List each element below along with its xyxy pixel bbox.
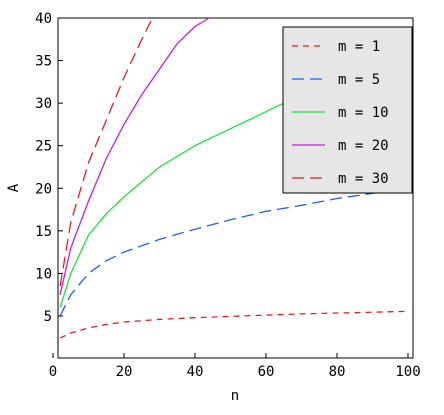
- y-tick-label-6: 35: [35, 54, 52, 70]
- series-line-1: [59, 187, 409, 317]
- series-line-2: [59, 102, 285, 308]
- series-line-3: [59, 17, 210, 295]
- y-tick-label-0: 5: [44, 309, 52, 325]
- series-line-0: [59, 310, 409, 339]
- legend-items: m = 1 m = 5 m = 10 m = 20 m = 30: [292, 39, 389, 187]
- legend-item-3: m = 20: [292, 138, 389, 154]
- y-tick-label-2: 15: [35, 224, 52, 240]
- legend-item-1: m = 5: [292, 72, 380, 88]
- x-tick-label-4: 80: [329, 364, 346, 380]
- x-tick-label-3: 60: [258, 364, 275, 380]
- legend-label-2: m = 10: [338, 105, 389, 121]
- legend: m = 1 m = 5 m = 10 m = 20 m = 30: [282, 26, 413, 194]
- series-layer: [59, 17, 409, 339]
- legend-label-3: m = 20: [338, 138, 389, 154]
- ticks-layer: 0 20 40 60 80 100 5 10 15 20 25 30 35 40: [35, 11, 421, 380]
- y-tick-label-3: 20: [35, 181, 52, 197]
- legend-item-2: m = 10: [292, 105, 389, 121]
- x-tick-label-5: 100: [395, 364, 420, 380]
- legend-label-4: m = 30: [338, 171, 389, 187]
- y-tick-label-7: 40: [35, 11, 52, 27]
- legend-label-1: m = 5: [338, 72, 380, 88]
- y-tick-label-4: 25: [35, 139, 52, 155]
- legend-item-0: m = 1: [292, 39, 380, 55]
- x-tick-label-0: 0: [49, 364, 57, 380]
- y-tick-label-5: 30: [35, 96, 52, 112]
- x-tick-label-1: 20: [116, 364, 133, 380]
- y-axis-label: A: [6, 183, 22, 192]
- legend-item-4: m = 30: [292, 171, 389, 187]
- y-tick-label-1: 10: [35, 266, 52, 282]
- x-tick-label-2: 40: [187, 364, 204, 380]
- legend-label-0: m = 1: [338, 39, 380, 55]
- legend-box: [282, 26, 413, 194]
- x-axis-label: n: [231, 388, 239, 404]
- series-line-4: [59, 17, 153, 287]
